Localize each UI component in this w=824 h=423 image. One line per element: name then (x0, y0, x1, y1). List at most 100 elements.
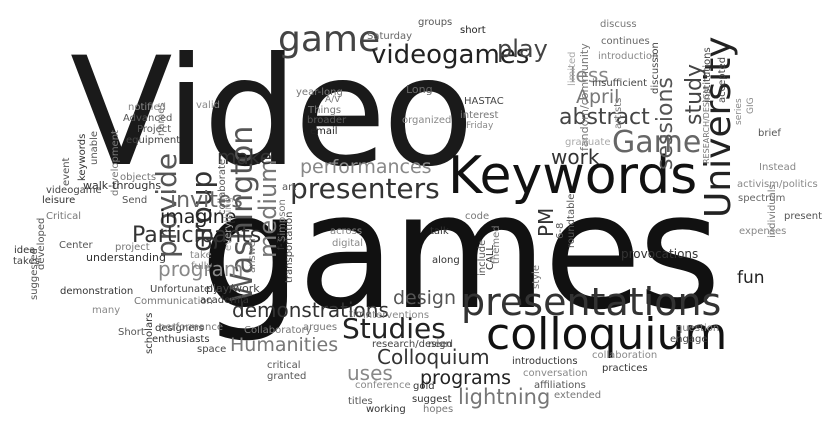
word-digital: digital (332, 238, 364, 249)
word-designers: designers (155, 323, 204, 334)
word-introductions: introductions (512, 356, 578, 367)
word-question: question (676, 323, 720, 334)
word-presenters: presenters (290, 172, 440, 205)
word-discuss: discuss (600, 19, 637, 30)
word-collaboratory: Collaboratory (244, 325, 312, 336)
word-video: Video (70, 26, 474, 200)
word-equipment: equipment (126, 135, 181, 146)
word-brief: brief (758, 128, 781, 139)
word-idea: idea (14, 245, 36, 256)
word-suggested: suggested (29, 247, 40, 300)
word-things: Things (308, 105, 342, 116)
word-program: program (158, 257, 244, 281)
word-accepted: accepted (717, 56, 728, 103)
word-make: make (217, 145, 272, 169)
word-studies: Studies (342, 312, 446, 345)
word-graduate: graduate (565, 137, 611, 148)
word-demonstration: demonstration (60, 286, 134, 297)
word-affiliations: affiliations (534, 380, 586, 391)
word-walkthroughs: walk-throughs (83, 179, 162, 192)
word-hastac: HASTAC (464, 96, 504, 107)
word-need: need (428, 339, 453, 350)
word-email: email (310, 126, 338, 137)
word-answer: answer (247, 236, 258, 273)
word-across: across (330, 226, 363, 237)
word-talk: talk (430, 226, 449, 237)
word-critical2: critical (267, 360, 301, 371)
word-sixeight: 6-8 (555, 222, 566, 239)
word-advanced: Advanced (123, 113, 173, 124)
word-expenses: expenses (739, 226, 787, 237)
word-objects: objects (120, 172, 157, 183)
word-communication: Communication (134, 296, 213, 307)
word-saturday: Saturday (367, 31, 413, 42)
word-av: A/V (325, 95, 341, 105)
word-fun: fun (737, 268, 765, 288)
word-interest: interest (460, 110, 499, 121)
word-performance: performance (159, 322, 224, 333)
word-event: event (61, 157, 72, 186)
word-project: Project (137, 124, 172, 135)
word-leisure: leisure (42, 195, 76, 206)
word-enthusiasts: enthusiasts (152, 334, 210, 345)
word-insufficient: insufficient (592, 78, 648, 89)
word-work: work (551, 145, 600, 169)
word-many: many (92, 305, 121, 316)
word-game: game (278, 19, 381, 60)
word-game2: Game (612, 125, 702, 160)
word-introduction: introduction (598, 51, 659, 62)
word-collaboration: collaboration (592, 350, 658, 361)
word-abstract: abstract (559, 105, 650, 130)
word-continues: continues (601, 36, 650, 47)
word-keywords: Keywords (448, 146, 698, 206)
word-year-long: year-long (296, 87, 343, 98)
word-provocations: provocations (621, 247, 699, 261)
word-academia: academia (200, 295, 249, 306)
word-performances: performances (300, 156, 432, 178)
word-code: code (465, 211, 490, 222)
word-conference: conference (355, 380, 411, 391)
word-lightning: lightning (458, 385, 551, 409)
word-art: art (282, 182, 297, 193)
word-keywords-small: keywords (77, 133, 88, 181)
word-april: April (576, 86, 620, 108)
word-long: Long (406, 83, 433, 96)
word-imagine: imagine (160, 206, 237, 228)
word-spectrum: spectrum (738, 193, 786, 204)
word-videogames: videogames (371, 40, 530, 70)
word-understanding: understanding (86, 251, 166, 264)
word-colloquium: colloquium (486, 309, 728, 360)
word-demonstrations: demonstrations (232, 298, 389, 322)
word-participants: Participants (132, 223, 262, 248)
word-extended: extended (554, 390, 602, 401)
word-send: Send (122, 195, 148, 206)
word-design: design (393, 287, 457, 309)
word-series: series (734, 98, 744, 125)
word-engage: engage (670, 334, 708, 345)
word-fandom: fandom/community (578, 43, 591, 151)
word-short2: Short (118, 327, 145, 338)
word-research-design: RESEARCH/DESIGN (702, 87, 711, 164)
word-interventions: interventions (363, 310, 430, 321)
word-valid: valid (196, 100, 220, 111)
word-along: along (432, 255, 460, 266)
word-colloquium2: Colloquium (377, 345, 490, 369)
word-programs: programs (420, 367, 512, 389)
word-notified: notified (128, 102, 166, 113)
word-titles: titles (348, 396, 373, 407)
word-limited: limited (567, 51, 578, 87)
word-themed: themed (491, 225, 502, 264)
word-granted: granted (267, 371, 307, 382)
word-project2: project (115, 242, 150, 253)
word-instead: Instead (759, 162, 797, 173)
word-present: present (784, 211, 823, 222)
word-suggest: suggest (412, 394, 452, 405)
word-space: space (197, 344, 227, 355)
word-fully: fully (191, 261, 213, 272)
word-videogame: videogame (46, 185, 102, 196)
word-transportation: transportation (284, 211, 295, 284)
word-center: Center (59, 240, 93, 251)
word-critical: Critical (46, 211, 81, 222)
word-short: short (460, 25, 486, 36)
